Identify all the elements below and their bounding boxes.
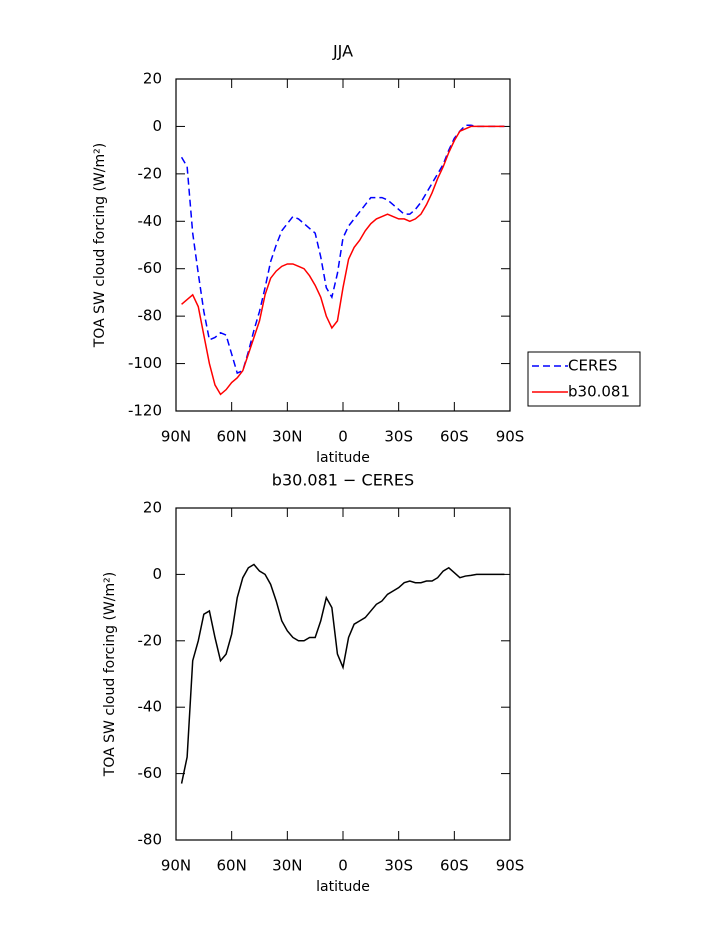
y-tick-label: -120 — [128, 402, 162, 420]
legend-label: CERES — [568, 357, 617, 375]
data-line — [180, 563, 505, 784]
y-tick-label: 0 — [152, 565, 162, 583]
y-tick-label: -80 — [138, 307, 163, 325]
data-line — [180, 124, 505, 375]
y-axis-label: TOA SW cloud forcing (W/m²) — [102, 572, 118, 777]
plot-frame — [175, 78, 511, 412]
x-tick-label: 60N — [217, 857, 247, 875]
legend-label: b30.081 — [568, 383, 630, 401]
y-tick-label: 20 — [143, 70, 162, 88]
x-tick-label: 90N — [161, 428, 191, 446]
x-tick-label: 0 — [338, 857, 348, 875]
y-tick-label: -40 — [138, 212, 163, 230]
y-tick-label: -20 — [138, 164, 163, 182]
x-tick-label: 90N — [161, 857, 191, 875]
y-tick-label: 20 — [143, 499, 162, 517]
y-tick-label: -60 — [138, 259, 163, 277]
x-tick-label: 90S — [496, 857, 525, 875]
x-tick-label: 60N — [217, 428, 247, 446]
y-tick-label: -20 — [138, 631, 163, 649]
x-tick-label: 60S — [440, 857, 469, 875]
x-axis-label: latitude — [316, 879, 370, 895]
y-tick-label: -40 — [138, 698, 163, 716]
y-tick-label: -100 — [128, 354, 162, 372]
x-tick-label: 30S — [384, 428, 413, 446]
x-tick-label: 30N — [272, 428, 302, 446]
x-tick-label: 60S — [440, 428, 469, 446]
x-tick-label: 90S — [496, 428, 525, 446]
x-tick-label: 30S — [384, 857, 413, 875]
plot-frame — [175, 507, 511, 841]
x-axis-label: latitude — [316, 450, 370, 466]
x-tick-label: 0 — [338, 428, 348, 446]
chart-title: b30.081 − CERES — [272, 471, 414, 490]
y-axis-label: TOA SW cloud forcing (W/m²) — [92, 143, 108, 348]
y-tick-label: -60 — [138, 764, 163, 782]
x-tick-label: 30N — [272, 857, 302, 875]
y-tick-label: 0 — [152, 117, 162, 135]
y-tick-label: -80 — [138, 831, 163, 849]
data-line — [181, 125, 505, 396]
legend-box — [527, 351, 641, 407]
chart-title: JJA — [332, 42, 353, 61]
